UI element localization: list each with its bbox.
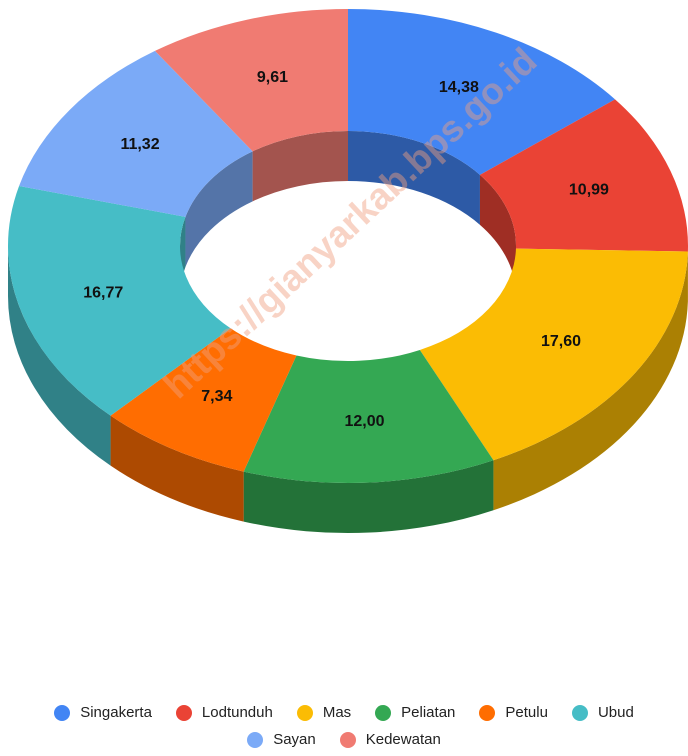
legend-item: Ubud (571, 704, 634, 721)
slice (243, 349, 494, 483)
legend-swatch (571, 704, 588, 721)
legend-item: Peliatan (375, 704, 455, 721)
data-label: 7,34 (201, 388, 232, 405)
legend-label: Petulu (505, 704, 548, 721)
legend-item: Mas (296, 704, 352, 721)
legend-item: Kedewatan (339, 731, 441, 748)
slice-inner-side (252, 131, 348, 202)
legend-swatch (296, 704, 313, 721)
slice (348, 9, 616, 175)
legend-item: Lodtunduh (175, 704, 273, 721)
slice-inner-side (185, 151, 253, 267)
slice-inner-side (348, 131, 480, 225)
legend-swatch (247, 731, 264, 748)
legend-label: Singakerta (80, 704, 152, 721)
data-label: 17,60 (541, 333, 581, 350)
slice (154, 9, 348, 152)
slice-side (243, 460, 494, 533)
legend-label: Kedewatan (365, 731, 441, 748)
slice-side (110, 415, 244, 522)
legend-label: Lodtunduh (201, 704, 273, 721)
slice-inner-side (479, 174, 516, 296)
slice-side (493, 251, 688, 511)
slice (419, 248, 688, 461)
chart: 14,3810,9917,6012,007,3416,7711,329,61ht… (8, 9, 688, 533)
legend-swatch (375, 704, 392, 721)
data-label: 10,99 (569, 181, 609, 198)
slice-side (8, 246, 111, 466)
legend-swatch (175, 704, 192, 721)
data-label: 12,00 (344, 413, 384, 430)
data-label: 9,61 (257, 69, 288, 86)
legend-swatch (339, 731, 356, 748)
legend-swatch (479, 704, 496, 721)
data-label: 11,32 (120, 136, 159, 153)
legend-item: Petulu (479, 704, 548, 721)
legend-item: Singakerta (54, 704, 152, 721)
slice (479, 99, 688, 252)
slice (8, 186, 231, 416)
legend-label: Sayan (273, 731, 316, 748)
data-label: 16,77 (83, 284, 123, 301)
legend-swatch (54, 704, 71, 721)
data-label: 14,38 (439, 79, 479, 96)
legend-label: Peliatan (401, 704, 456, 721)
slice (110, 328, 297, 472)
legend-label: Mas (322, 704, 352, 721)
legend-label: Ubud (597, 704, 634, 721)
legend-item: Sayan (247, 731, 316, 748)
legend: Singakerta Lodtunduh Mas Peliatan Petulu Ubud… (0, 704, 688, 748)
slice (19, 50, 253, 217)
